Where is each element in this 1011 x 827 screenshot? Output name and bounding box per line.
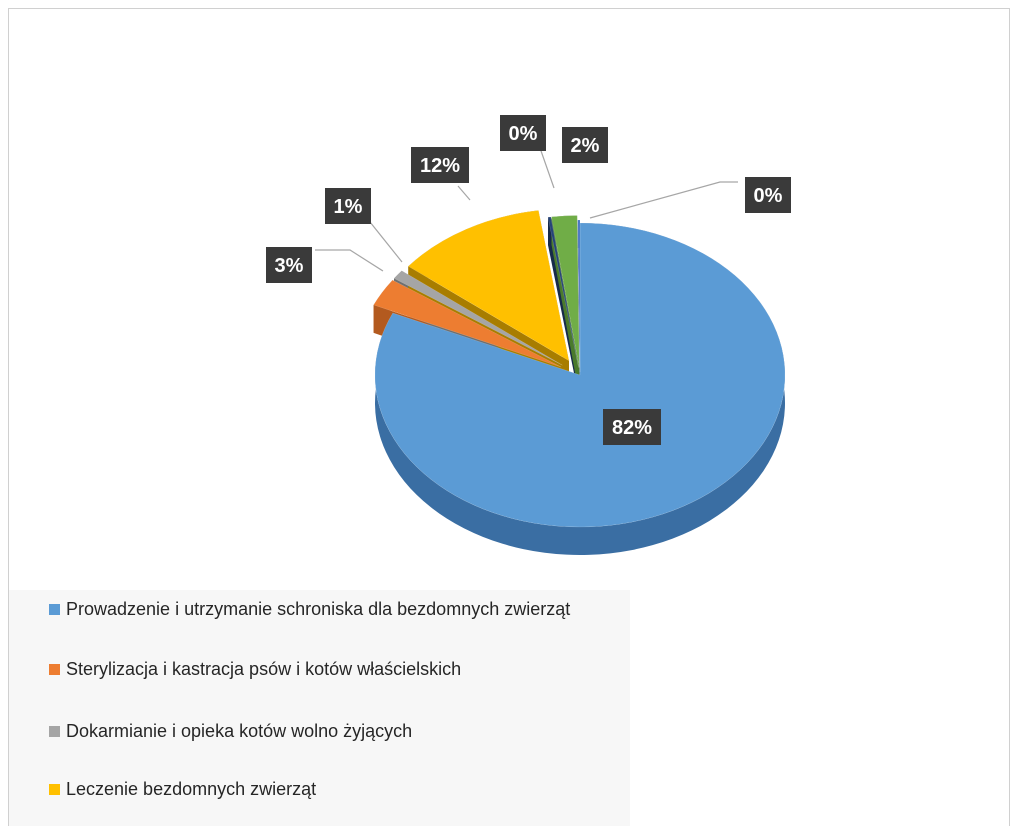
data-label-text: 0%: [509, 123, 538, 145]
pie-slice: [407, 210, 570, 362]
legend-swatch-feeding: [49, 726, 60, 737]
legend-swatch-sterilization: [49, 664, 60, 675]
legend-label-treatment: Leczenie bezdomnych zwierząt: [66, 779, 317, 799]
legend-label-feeding: Dokarmianie i opieka kotów wolno żyjącyc…: [66, 721, 413, 741]
legend-label-shelter: Prowadzenie i utrzymanie schroniska dla …: [66, 599, 571, 619]
data-label: 12%: [411, 147, 469, 183]
data-labels: 82% 3% 1% 12% 0% 2% 0%: [266, 115, 791, 445]
pie-slice: [551, 215, 580, 368]
data-label: 0%: [745, 177, 791, 213]
leader-line: [539, 147, 555, 189]
data-label-text: 82%: [612, 417, 652, 439]
legend-item-shelter: Prowadzenie i utrzymanie schroniska dla …: [49, 596, 609, 622]
legend-label-sterilization: Sterylizacja i kastracja psów i kotów wł…: [66, 659, 462, 679]
legend-item-feeding: Dokarmianie i opieka kotów wolno żyjącyc…: [49, 718, 609, 744]
pie-chart: 82% 3% 1% 12% 0% 2% 0%: [266, 115, 791, 555]
data-label-box: [266, 247, 312, 283]
pie-slice: [373, 279, 561, 368]
data-label-box: [745, 177, 791, 213]
pie-slice: [547, 216, 579, 368]
chart-legend: Prowadzenie i utrzymanie schroniska dla …: [9, 590, 630, 826]
legend-swatch-shelter: [49, 604, 60, 615]
data-label-text: 0%: [754, 185, 783, 207]
data-label-text: 2%: [571, 135, 600, 157]
legend-swatch-treatment: [49, 784, 60, 795]
legend-item-sterilization: Sterylizacja i kastracja psów i kotów wł…: [49, 656, 609, 682]
data-label-text: 3%: [275, 255, 304, 277]
data-label: 2%: [562, 127, 608, 163]
leader-line: [457, 185, 471, 201]
pie-slice: [374, 222, 786, 528]
pie-slice: [577, 219, 581, 373]
data-label-text: 12%: [420, 155, 460, 177]
data-label: 1%: [325, 188, 371, 224]
data-label-box: [603, 409, 661, 445]
legend-item-treatment: Leczenie bezdomnych zwierząt: [49, 776, 609, 802]
pie-slice-wall: [577, 220, 580, 401]
leader-line: [315, 249, 384, 272]
leader-line: [589, 181, 738, 219]
data-label: 3%: [266, 247, 312, 283]
data-label: 82%: [603, 409, 661, 445]
pie-slice: [393, 270, 563, 366]
pie-tops: [373, 210, 786, 528]
data-label-text: 1%: [334, 196, 363, 218]
data-label-box: [562, 127, 608, 163]
data-label-box: [411, 147, 469, 183]
chart-frame: [8, 8, 1010, 826]
data-label-box: [500, 115, 546, 151]
data-label-box: [325, 188, 371, 224]
leader-line: [369, 221, 403, 263]
data-label: 0%: [500, 115, 546, 151]
